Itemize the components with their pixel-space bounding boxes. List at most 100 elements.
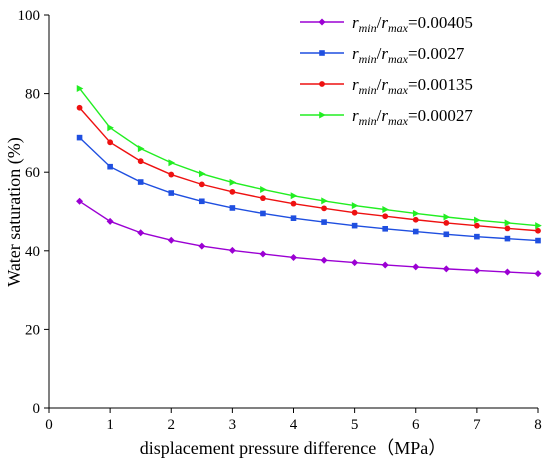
data-point (137, 229, 145, 237)
legend-label-part: max (388, 83, 409, 97)
data-point (290, 215, 297, 221)
x-tick-label: 6 (412, 417, 420, 433)
series-4 (76, 84, 542, 230)
legend-label-part: r (381, 44, 388, 63)
data-point (199, 198, 205, 205)
data-point (504, 219, 512, 227)
data-point (198, 181, 205, 188)
data-point (76, 197, 84, 205)
data-point (320, 256, 328, 264)
y-tick-label: 100 (18, 8, 41, 24)
data-point (198, 242, 206, 250)
data-point (474, 233, 480, 240)
data-point (503, 268, 511, 276)
y-tick-label: 20 (25, 322, 40, 338)
legend-label-part: / (377, 106, 382, 125)
data-point (321, 219, 327, 225)
data-point (382, 206, 389, 214)
data-point (168, 190, 175, 196)
legend-label-part: max (388, 52, 409, 66)
legend-item: rmin/rmax=0.00027 (300, 106, 473, 128)
legend-label-part: r (381, 106, 388, 125)
legend-label-part: r (352, 44, 359, 63)
legend-label: rmin/rmax=0.00405 (352, 13, 473, 35)
legend-item: rmin/rmax=0.00135 (300, 75, 473, 97)
legend-label: rmin/rmax=0.00027 (352, 106, 473, 128)
data-point (290, 200, 297, 207)
data-point (382, 225, 388, 232)
data-point (443, 219, 450, 226)
series-1 (76, 197, 542, 278)
legend-label-part: =0.0027 (408, 44, 465, 63)
legend-label-part: r (352, 106, 359, 125)
data-point (168, 159, 176, 167)
x-tick-label: 3 (229, 417, 237, 433)
legend-label-part: min (359, 114, 377, 128)
data-point (290, 253, 297, 261)
data-point (168, 171, 175, 178)
data-point (473, 222, 480, 229)
data-point (229, 205, 236, 211)
legend-label-part: min (359, 52, 377, 66)
data-point (412, 216, 419, 223)
data-point (351, 259, 359, 267)
data-point (535, 227, 541, 234)
legend-label-part: =0.00135 (408, 75, 473, 94)
legend-label-part: / (377, 44, 382, 63)
legend-label: rmin/rmax=0.0027 (352, 44, 465, 66)
x-axis-title: displacement pressure difference（MPa） (140, 438, 447, 458)
data-point (442, 265, 450, 273)
data-point (137, 179, 144, 185)
data-point (504, 225, 511, 232)
legend-item: rmin/rmax=0.00405 (300, 13, 473, 35)
x-tick-label: 1 (106, 417, 114, 433)
legend-item: rmin/rmax=0.0027 (300, 44, 465, 66)
series-line (79, 137, 539, 242)
data-point (473, 266, 481, 274)
legend-marker (319, 50, 325, 56)
data-point (443, 213, 451, 221)
legend-marker (318, 18, 326, 26)
x-tick-label: 0 (45, 417, 53, 433)
data-point (321, 197, 328, 205)
y-tick-label: 80 (25, 87, 40, 103)
data-point (351, 202, 359, 210)
y-tick-label: 0 (33, 401, 41, 417)
series-2 (76, 134, 541, 244)
data-point (351, 209, 358, 216)
legend-label-part: =0.00027 (408, 106, 473, 125)
series-line (79, 88, 539, 227)
series-3 (76, 104, 541, 234)
data-point (260, 195, 266, 202)
legend-label-part: min (359, 21, 377, 35)
data-point (381, 261, 389, 269)
legend-label-part: r (381, 75, 388, 94)
data-point (76, 134, 83, 141)
legend-label-part: min (359, 83, 377, 97)
data-point (474, 216, 481, 224)
data-point (534, 270, 542, 278)
data-point (443, 231, 450, 238)
x-tick-label: 4 (290, 417, 298, 433)
data-point (412, 263, 420, 271)
data-point (321, 205, 327, 212)
legend-marker (319, 81, 325, 87)
series-line (79, 200, 539, 275)
x-tick-label: 8 (534, 417, 542, 433)
legend: rmin/rmax=0.00405rmin/rmax=0.0027rmin/rm… (300, 13, 473, 128)
data-point (535, 222, 542, 230)
x-tick-label: 7 (473, 417, 481, 433)
legend-label-part: / (377, 75, 382, 94)
data-point (137, 145, 145, 153)
series-line (79, 107, 539, 232)
data-point (199, 170, 206, 178)
data-point (260, 185, 267, 193)
data-point (106, 217, 114, 225)
data-point (351, 222, 358, 229)
legend-label-part: / (377, 13, 382, 32)
legend-label-part: max (388, 21, 409, 35)
data-point (260, 210, 266, 217)
y-tick-label: 40 (25, 244, 40, 260)
y-tick-label: 60 (25, 165, 40, 181)
